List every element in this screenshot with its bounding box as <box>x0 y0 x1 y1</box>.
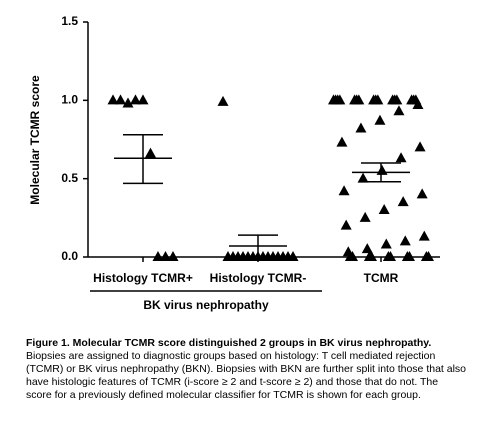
caption-title: Figure 1. Molecular TCMR score distingui… <box>26 337 432 349</box>
y-tick-label: 1.0 <box>61 93 78 107</box>
data-point <box>414 141 426 152</box>
data-point <box>374 114 386 125</box>
data-point <box>395 152 407 163</box>
data-point <box>399 235 411 246</box>
x-tick-label: TCMR <box>364 271 399 285</box>
data-point <box>357 172 369 183</box>
data-point <box>397 196 409 207</box>
data-point <box>338 185 350 196</box>
group-label: BK virus nephropathy <box>143 298 269 312</box>
data-point <box>423 251 434 261</box>
data-point <box>107 94 119 105</box>
data-point <box>416 188 428 199</box>
x-tick-label: Histology TCMR- <box>210 271 307 285</box>
x-tick-label: Histology TCMR+ <box>93 271 193 285</box>
data-point <box>418 230 430 241</box>
data-point <box>167 251 179 261</box>
data-point <box>385 251 396 261</box>
data-point <box>222 251 234 261</box>
data-point <box>361 243 373 254</box>
data-point <box>145 147 156 158</box>
y-axis-label: Molecular TCMR score <box>28 75 42 205</box>
data-point <box>137 94 149 105</box>
data-point <box>404 251 415 261</box>
caption: Figure 1. Molecular TCMR score distingui… <box>26 337 466 402</box>
data-point <box>391 94 403 105</box>
data-point <box>380 238 392 249</box>
y-tick-label: 0.5 <box>61 171 78 185</box>
data-point <box>257 251 269 261</box>
data-point <box>412 99 424 110</box>
data-point <box>334 94 346 105</box>
data-point <box>347 251 358 261</box>
data-point <box>353 94 365 105</box>
data-point <box>160 251 171 261</box>
caption-body: Biopsies are assigned to diagnostic grou… <box>26 350 467 401</box>
data-point <box>372 94 384 105</box>
y-tick-label: 1.5 <box>61 14 78 28</box>
data-point <box>359 211 371 222</box>
data-point <box>376 164 388 175</box>
data-point <box>378 204 390 214</box>
y-tick-label: 0.0 <box>61 249 78 263</box>
data-point <box>122 97 134 108</box>
data-point <box>393 105 405 116</box>
data-point <box>115 94 126 105</box>
data-point <box>217 95 229 106</box>
data-point <box>355 122 367 133</box>
data-point <box>152 251 164 261</box>
data-point <box>366 251 377 261</box>
data-point <box>336 136 348 147</box>
data-point <box>130 94 141 105</box>
chart: Molecular TCMR score 0.0 0.5 1.0 1.5 Histolo… <box>28 14 440 312</box>
data-point <box>340 219 352 230</box>
